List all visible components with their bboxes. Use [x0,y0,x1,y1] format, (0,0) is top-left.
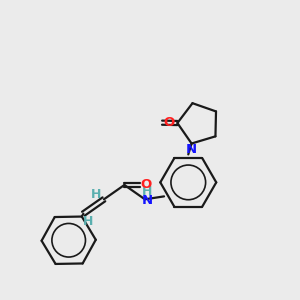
Text: N: N [185,143,197,157]
Text: O: O [141,178,152,191]
Text: N: N [142,194,153,207]
Text: H: H [82,215,93,228]
Text: H: H [91,188,101,200]
Text: O: O [163,116,174,129]
Text: H: H [142,185,152,199]
